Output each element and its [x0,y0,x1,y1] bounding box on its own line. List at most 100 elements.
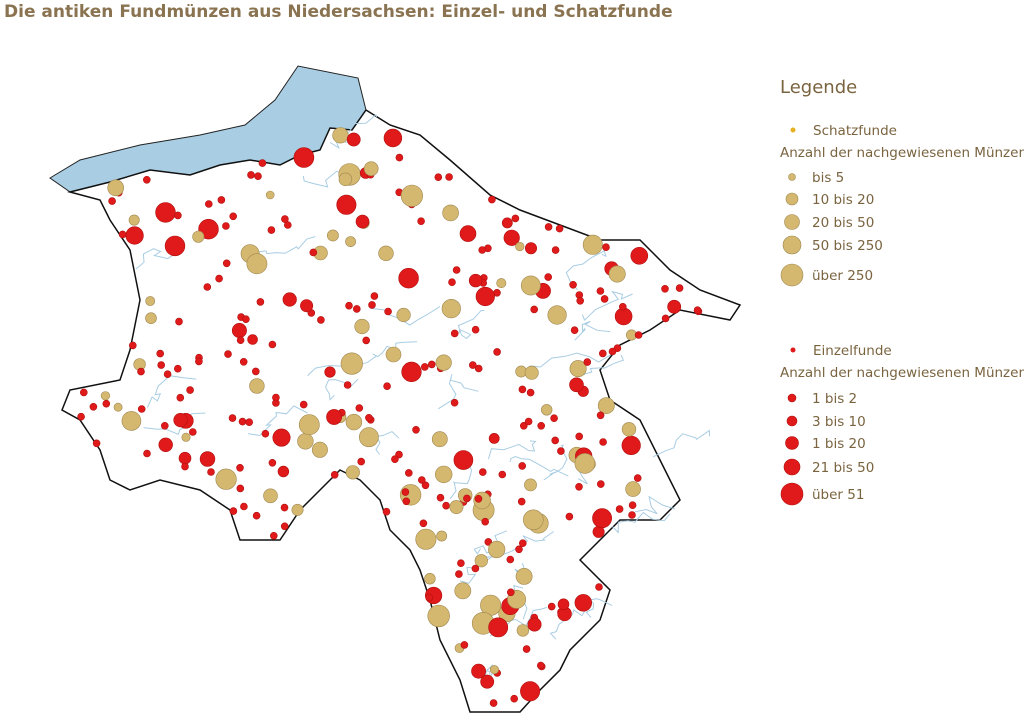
hoard-marker [441,299,461,319]
single-find-marker [343,381,352,389]
legend-item: 20 bis 50 [812,215,874,231]
hoard-marker [522,509,544,531]
single-find-marker [224,350,232,358]
single-find-marker [203,283,212,291]
single-find-marker [155,202,176,223]
hoard-marker [107,179,124,197]
single-find-marker [231,322,247,338]
single-find-marker [176,393,185,402]
single-find-marker [383,128,403,148]
single-find-marker [621,435,641,456]
single-find-marker [404,469,413,477]
single-find-marker [484,538,493,546]
single-find-marker [453,450,474,470]
single-find-marker [277,465,290,478]
hoard-marker [436,530,448,542]
single-find-marker [463,494,471,503]
single-find-marker [228,414,237,422]
hoard-marker [113,402,123,412]
single-find-marker [442,501,450,510]
legend-item: 1 bis 20 [812,436,866,452]
hoard-marker [326,229,339,242]
single-find-marker [164,235,186,257]
single-find-marker [355,404,364,412]
single-find-marker [395,153,404,162]
hoard-marker [311,441,328,458]
single-find-marker [511,214,520,223]
single-find-marker [510,694,519,703]
single-find-marker [417,217,425,225]
hoard-marker [378,245,394,262]
hoard-marker [291,503,304,516]
single-find-marker [163,370,172,379]
hoard-marker [415,528,437,550]
single-find-marker [402,497,411,506]
single-find-marker [565,512,574,521]
single-find-marker [503,229,520,246]
hoard-marker [363,161,379,176]
single-find-marker [488,432,500,444]
river [457,310,485,340]
single-find-marker [272,428,291,447]
hoard-marker [454,582,472,600]
single-find-marker [272,393,280,402]
single-find-marker [537,421,546,430]
single-find-marker [352,305,361,313]
single-find-marker [481,517,490,526]
single-find-marker [240,502,248,511]
single-find-marker [544,273,553,281]
hoard-marker [396,307,411,323]
river [473,530,507,555]
hoard-marker [338,172,353,187]
hoard-marker [181,432,191,442]
legend-symbol [780,482,804,506]
single-find-marker [518,462,527,470]
hoard-marker [354,318,370,335]
single-find-marker [236,336,245,345]
single-find-marker [628,511,636,519]
hoard-marker [249,378,265,394]
single-find-marker [401,488,410,496]
hoard-marker [488,540,506,559]
single-find-marker [474,364,483,373]
legend-subtitle: Anzahl der nachgewiesenen Münzen [780,365,1024,381]
single-find-marker [247,171,255,179]
hoard-marker [424,572,436,585]
hoard-marker [145,312,157,325]
single-find-marker [391,455,399,464]
single-find-marker [317,316,325,324]
single-find-marker [309,248,318,257]
river [574,320,611,341]
single-find-marker [555,224,564,233]
single-find-marker [345,301,353,310]
single-find-marker [506,555,515,564]
legend-title: Legende [780,77,857,98]
single-find-marker [551,246,560,254]
single-find-marker [384,307,392,316]
single-find-marker [129,341,137,350]
hoard-marker [345,236,356,247]
single-find-marker [370,292,379,300]
single-find-marker [252,367,260,376]
single-find-marker [236,463,244,472]
legend-symbol [783,458,801,476]
single-find-marker [633,474,642,482]
single-find-marker [596,411,605,420]
legend-item: 1 bis 2 [812,391,857,407]
river [437,374,479,410]
map-title: Die antiken Fundmünzen aus Niedersachsen… [4,2,673,22]
river [611,511,671,534]
single-find-marker [383,382,391,391]
single-find-marker [346,132,361,147]
hoard-marker [358,427,379,448]
river [581,290,633,321]
single-find-marker [630,247,649,265]
single-find-marker [280,503,289,512]
single-find-marker [527,617,542,632]
single-find-marker [448,278,456,287]
single-find-marker [89,402,98,411]
hoard-marker [474,554,488,568]
single-find-marker [596,480,605,488]
hoard-marker [442,204,459,222]
river [543,444,568,481]
